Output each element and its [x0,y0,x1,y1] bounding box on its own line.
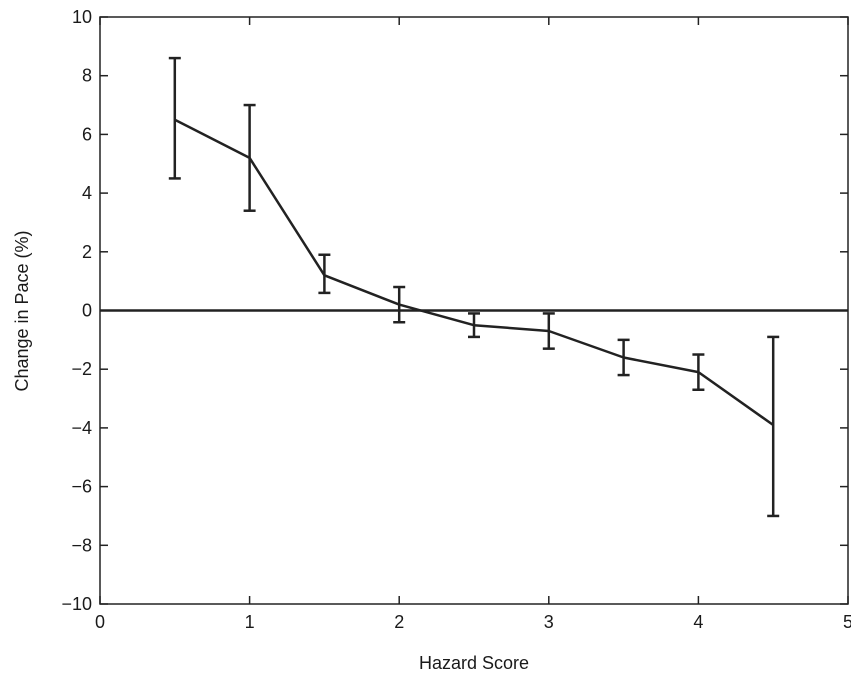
x-axis-title: Hazard Score [419,653,529,673]
x-tick-label: 4 [693,612,703,632]
y-tick-label: −6 [71,477,92,497]
y-axis-title: Change in Pace (%) [12,230,32,391]
y-tick-label: −10 [61,594,92,614]
x-tick-label: 3 [544,612,554,632]
y-tick-label: 8 [82,66,92,86]
y-tick-label: −8 [71,535,92,555]
y-tick-label: 6 [82,124,92,144]
y-tick-label: 4 [82,183,92,203]
y-tick-label: −2 [71,359,92,379]
x-tick-label: 0 [95,612,105,632]
y-tick-label: 10 [72,7,92,27]
axes: 0 1 2 3 4 5 10 8 6 4 2 0 −2 −4 −6 −8 −10 [61,7,851,632]
y-tick-label: 2 [82,242,92,262]
x-tick-label: 5 [843,612,851,632]
x-tick-label: 1 [245,612,255,632]
series-line [174,118,774,427]
y-tick-label: −4 [71,418,92,438]
x-tick-label: 2 [394,612,404,632]
plot-area [100,56,848,518]
y-tick-label: 0 [82,301,92,321]
